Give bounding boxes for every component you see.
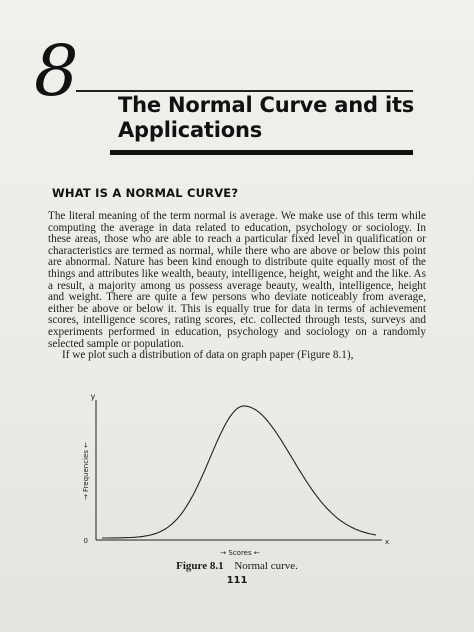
figure-caption: Figure 8.1 Normal curve.	[0, 560, 474, 572]
body-text: The literal meaning of the term normal i…	[48, 210, 426, 362]
figure-caption-text: Normal curve.	[234, 560, 298, 572]
normal-curve-figure: y x 0 → Frequencies ← → Scores ←	[76, 390, 406, 560]
origin-label: 0	[84, 537, 88, 545]
chapter-number-rule	[76, 90, 413, 92]
paragraph-2: If we plot such a distribution of data o…	[62, 349, 354, 362]
normal-curve-line	[102, 405, 377, 539]
page-number: 111	[226, 575, 248, 586]
paragraph-1: The literal meaning of the term normal i…	[48, 210, 426, 350]
y-axis-title: → Frequencies ←	[82, 442, 90, 500]
chapter-title-rule	[110, 150, 413, 155]
normal-curve-graph: y x 0 → Frequencies ← → Scores ←	[82, 392, 389, 557]
x-axis-title: → Scores ←	[220, 549, 260, 557]
y-axis-label: y	[91, 392, 96, 401]
x-axis-label: x	[385, 538, 389, 546]
section-heading: WHAT IS A NORMAL CURVE?	[52, 186, 239, 200]
chapter-title: The Normal Curve and its Applications	[118, 93, 415, 142]
chapter-number: 8	[34, 30, 79, 112]
figure-caption-label: Figure 8.1	[176, 560, 224, 572]
